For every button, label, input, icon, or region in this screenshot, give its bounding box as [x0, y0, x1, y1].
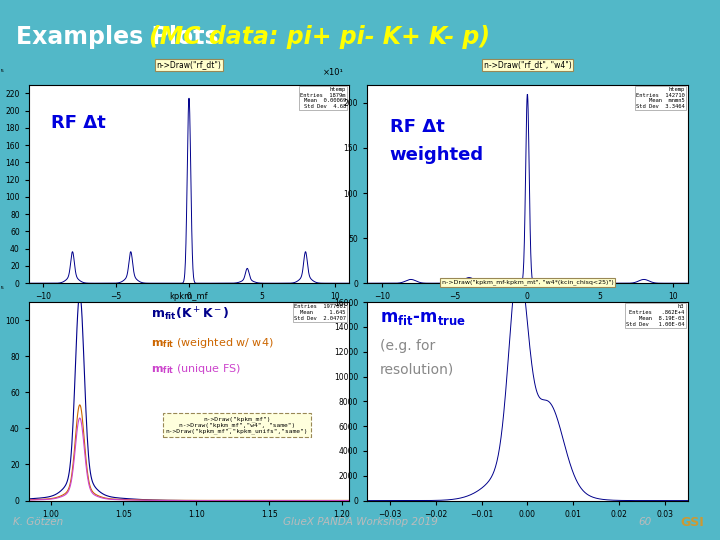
Text: $\mathbf{m_{fit}}$ (weighted w/ w4): $\mathbf{m_{fit}}$ (weighted w/ w4) [150, 336, 273, 350]
Text: $\mathbf{m_{fit}}$(K$^+$K$^-$): $\mathbf{m_{fit}}$(K$^+$K$^-$) [150, 305, 229, 322]
Text: weighted: weighted [390, 146, 484, 164]
Text: h3
Entries   .862E+4
Mean  8.19E-03
Std Dev   1.00E-04: h3 Entries .862E+4 Mean 8.19E-03 Std Dev… [626, 304, 685, 327]
Text: ×10¹: ×10¹ [323, 68, 343, 77]
Text: htemp
Entries  1879m
Mean  0.00069
Std Dev  4.68: htemp Entries 1879m Mean 0.00069 Std Dev… [300, 87, 346, 109]
X-axis label: rf_dt: rf_dt [180, 302, 198, 312]
Text: Entries  1977001
Mean     1.645
Std Dev  2.04707: Entries 1977001 Mean 1.645 Std Dev 2.047… [294, 304, 346, 321]
Text: $\mathbf{m_{fit}}$-$\mathbf{m_{true}}$: $\mathbf{m_{fit}}$-$\mathbf{m_{true}}$ [380, 309, 466, 327]
Title: kpkm_mf: kpkm_mf [170, 292, 208, 301]
Text: GSI: GSI [680, 516, 704, 529]
X-axis label: dt: dt [523, 302, 531, 312]
Text: Examples Plots: Examples Plots [16, 24, 227, 49]
Text: RF Δt: RF Δt [51, 114, 106, 132]
Text: n->Draw("rf_dt"): n->Draw("rf_dt") [156, 60, 222, 70]
Text: ×10⁵: ×10⁵ [0, 285, 5, 294]
Text: (MC data: pi+ pi- K+ K- p): (MC data: pi+ pi- K+ K- p) [149, 24, 490, 49]
Text: GlueX PANDA Workshop 2019: GlueX PANDA Workshop 2019 [282, 517, 438, 528]
Text: resolution): resolution) [380, 362, 454, 376]
Text: 60: 60 [639, 517, 652, 528]
Text: ×10⁵: ×10⁵ [0, 68, 5, 77]
Text: $\mathbf{m_{fit}}$ (unique FS): $\mathbf{m_{fit}}$ (unique FS) [150, 362, 240, 376]
Text: RF Δt: RF Δt [390, 118, 444, 137]
Text: n->Draw("rf_dt", "w4"): n->Draw("rf_dt", "w4") [484, 60, 571, 70]
Text: n->Draw("kpkm_mf-kpkm_mt", "w4*(kcin_chisq<25)"): n->Draw("kpkm_mf-kpkm_mt", "w4*(kcin_chi… [441, 279, 613, 285]
Text: htemp
Entries  142710
Mean  mnmn5
Std Dev  3.3464: htemp Entries 142710 Mean mnmn5 Std Dev … [636, 87, 685, 109]
Text: (e.g. for: (e.g. for [380, 339, 436, 353]
Text: K. Götzen: K. Götzen [13, 517, 63, 528]
Text: n->Draw("kpkm_mf")
n->Draw("kpkm_mf","w4", "same")
n->Draw("kpkm_mf","kpkm_unifs: n->Draw("kpkm_mf") n->Draw("kpkm_mf","w4… [166, 416, 308, 434]
